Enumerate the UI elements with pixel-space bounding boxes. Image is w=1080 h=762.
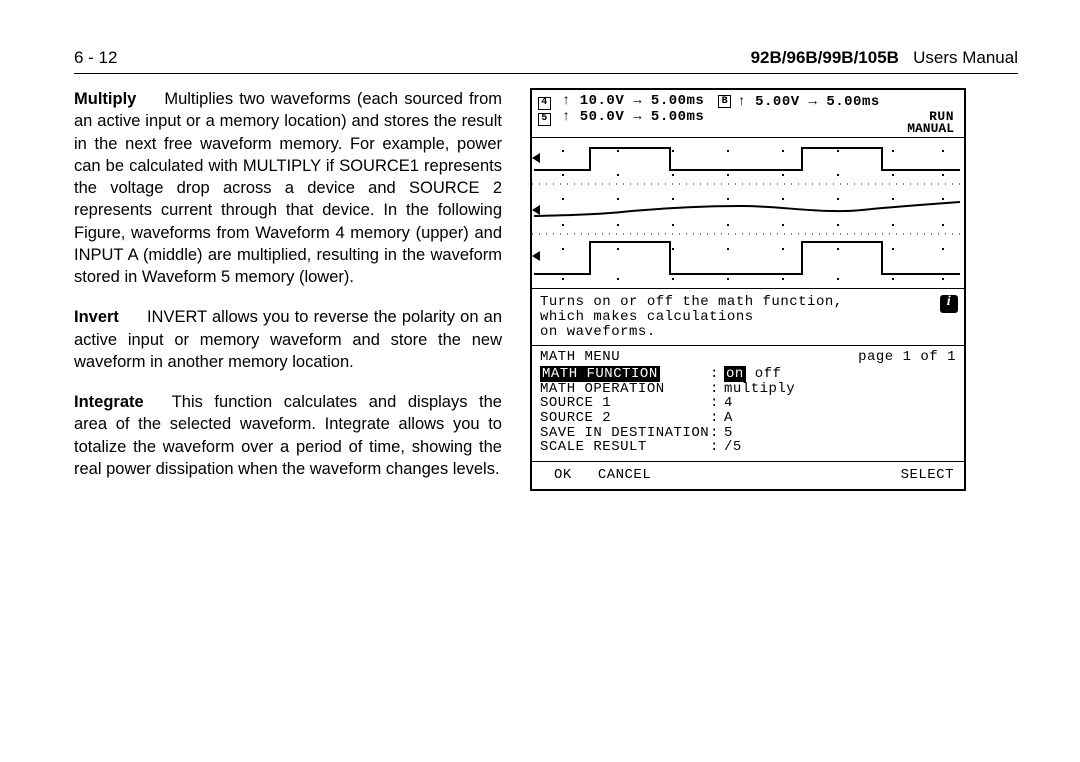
- menu-page: page 1 of 1: [858, 350, 956, 365]
- oscilloscope-screen: 4 ↑ 10.0V → 5.00ms B ↑ 5.00V → 5.00ms 5 …: [530, 88, 966, 491]
- page-header: 6 - 12 92B/96B/99B/105B Users Manual: [74, 48, 1018, 74]
- body-text: MultiplyMultiplies two waveforms (each s…: [74, 88, 502, 498]
- softkey-ok[interactable]: OK: [554, 468, 572, 483]
- page-number: 6 - 12: [74, 48, 117, 68]
- menu-row[interactable]: MATH FUNCTION: on off: [540, 367, 956, 382]
- term-multiply: Multiply: [74, 90, 136, 108]
- term-integrate: Integrate: [74, 393, 144, 411]
- softkey-cancel[interactable]: CANCEL: [598, 468, 651, 483]
- term-invert: Invert: [74, 308, 119, 326]
- menu-row[interactable]: SOURCE 1: 4: [540, 396, 956, 411]
- info-icon: i: [940, 295, 958, 313]
- mode-manual: MANUAL: [538, 122, 958, 136]
- header-title: 92B/96B/99B/105B Users Manual: [751, 48, 1018, 68]
- waveform-display: [532, 137, 964, 289]
- scope-header: 4 ↑ 10.0V → 5.00ms B ↑ 5.00V → 5.00ms 5 …: [532, 90, 964, 137]
- softkey-bar: OK CANCEL SELECT: [532, 461, 964, 489]
- math-menu: MATH MENU page 1 of 1 MATH FUNCTION: on …: [532, 346, 964, 461]
- help-text: Turns on or off the math function, which…: [532, 289, 964, 346]
- menu-row[interactable]: SAVE IN DESTINATION: 5: [540, 426, 956, 441]
- menu-row[interactable]: SOURCE 2: A: [540, 411, 956, 426]
- menu-row[interactable]: SCALE RESULT: /5: [540, 440, 956, 455]
- softkey-select[interactable]: SELECT: [901, 468, 954, 483]
- menu-row[interactable]: MATH OPERATION: multiply: [540, 382, 956, 397]
- menu-title: MATH MENU: [540, 350, 620, 365]
